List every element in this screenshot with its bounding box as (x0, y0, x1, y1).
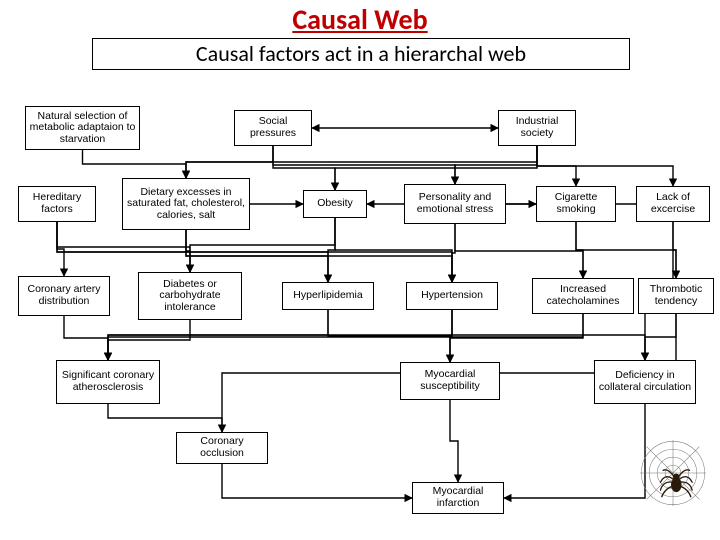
edge-cigarette-to-thrombotic (576, 222, 676, 278)
edge-catechol-to-athero (108, 314, 583, 360)
node-hypertension: Hypertension (406, 282, 498, 310)
node-coronary_dist: Coronary artery distribution (18, 276, 110, 316)
edge-lack-to-thrombotic (673, 222, 676, 278)
node-infarction: Myocardial infarction (412, 482, 504, 514)
node-dietary: Dietary excesses in saturated fat, chole… (122, 178, 250, 230)
page-title: Causal Web (0, 2, 720, 37)
edge-hereditary-to-coronary_dist (57, 222, 64, 276)
edge-catechol-to-myo_susc (450, 314, 583, 362)
node-occlusion: Coronary occlusion (176, 432, 268, 464)
edge-hyperlip-to-myo_susc (328, 310, 450, 362)
edge-coronary_dist-to-athero (64, 316, 108, 360)
edge-industrial-to-lack (537, 146, 673, 186)
node-myo_susc: Myocardial susceptibility (400, 362, 500, 400)
edge-diabetes-to-athero (108, 320, 190, 360)
edge-industrial-to-cigarette (537, 146, 576, 186)
node-hereditary: Hereditary factors (18, 186, 96, 222)
node-thrombotic: Thrombotic tendency (638, 278, 714, 314)
node-natural: Natural selection of metabolic adaptaion… (25, 106, 140, 150)
node-lack: Lack of excercise (636, 186, 710, 222)
edge-hypertension-to-myo_susc (450, 310, 452, 362)
edge-obesity-to-hyperlip (328, 218, 335, 282)
node-diabetes: Diabetes or carbohydrate intolerance (138, 272, 242, 320)
edges-layer (0, 0, 720, 540)
node-cigarette: Cigarette smoking (536, 186, 616, 222)
edge-personality-to-catechol (455, 224, 583, 278)
edge-deficiency-to-infarction (504, 404, 645, 498)
edge-industrial-to-dietary (186, 146, 537, 178)
edge-myo_susc-to-infarction (450, 400, 458, 482)
edge-social-to-obesity (273, 146, 335, 190)
spider-icon (640, 440, 706, 506)
edge-industrial-to-personality (455, 146, 537, 184)
node-personality: Personality and emotional stress (404, 184, 506, 224)
edge-occlusion-to-infarction (222, 464, 412, 498)
subtitle-text: Causal factors act in a hierarchal web (196, 40, 526, 67)
edge-athero-to-occlusion (108, 404, 222, 432)
diagram-stage: { "title": { "text": "Causal Web", "colo… (0, 0, 720, 540)
node-social: Social pressures (234, 110, 312, 146)
edge-personality-to-hypertension (452, 224, 455, 282)
subtitle-box: Causal factors act in a hierarchal web (92, 38, 630, 70)
node-catechol: Increased catecholamines (532, 278, 634, 314)
node-obesity: Obesity (303, 190, 367, 218)
node-athero: Significant coronary atherosclerosis (56, 360, 160, 404)
node-deficiency: Deficiency in collateral circulation (594, 360, 696, 404)
node-industrial: Industrial society (498, 110, 576, 146)
node-hyperlip: Hyperlipidemia (282, 282, 374, 310)
edge-thrombotic-to-deficiency (645, 314, 676, 360)
edge-natural-to-dietary (83, 150, 187, 178)
edge-hereditary-to-hypertension (57, 222, 452, 282)
edge-social-to-dietary (186, 146, 273, 178)
edge-cigarette-to-catechol (576, 222, 583, 278)
edge-social-to-personality (273, 146, 455, 184)
edge-hypertension-to-deficiency (452, 310, 645, 360)
edge-dietary-to-diabetes (186, 230, 190, 272)
edge-obesity-to-hypertension (335, 218, 452, 282)
